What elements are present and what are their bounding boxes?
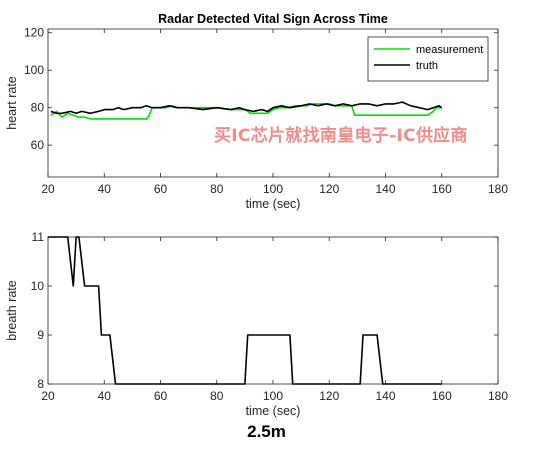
series-line-measurement — [50, 103, 442, 120]
chart-1: 20 40 60 80 100 120 140 160 180 60 80 100 120 Radar D… — [5, 12, 508, 211]
distance-caption: 2.5m — [247, 422, 286, 441]
x-tick-label: 160 — [432, 389, 452, 403]
y-tick-label: 60 — [31, 138, 45, 152]
legend-label-measurement: measurement — [416, 44, 483, 56]
series-line-truth — [50, 101, 443, 115]
plot-area — [47, 236, 499, 385]
watermark-text: 买IC芯片就找南皇电子-IC供应商 — [214, 126, 468, 146]
x-axis-label: time (sec) — [246, 197, 301, 211]
x-tick-label: 140 — [375, 389, 395, 403]
x-tick-label: 140 — [375, 182, 395, 196]
y-tick-label: 120 — [24, 26, 44, 40]
x-tick-label: 40 — [98, 182, 112, 196]
chart-2: 20 40 60 80 100 120 140 160 180 8 9 10 11 time (sec) b… — [5, 230, 508, 418]
x-tick-label: 120 — [319, 182, 339, 196]
y-tick-label: 9 — [37, 328, 44, 342]
x-tick-label: 80 — [210, 182, 224, 196]
x-tick-label: 60 — [154, 389, 168, 403]
series-line-series-1 — [48, 236, 442, 385]
y-axis-label: breath rate — [5, 280, 19, 341]
x-tick-label: 100 — [263, 182, 283, 196]
x-tick-label: 180 — [488, 182, 508, 196]
x-axis-label: time (sec) — [246, 404, 301, 418]
x-tick-label: 80 — [210, 389, 224, 403]
y-tick-label: 10 — [31, 279, 45, 293]
legend-box — [367, 36, 489, 82]
chart-title: Radar Detected Vital Sign Across Time — [158, 12, 388, 26]
x-tick-label: 40 — [98, 389, 112, 403]
x-tick-label: 120 — [319, 389, 339, 403]
x-tick-label: 160 — [432, 182, 452, 196]
x-tick-label: 20 — [41, 182, 55, 196]
x-tick-label: 180 — [488, 389, 508, 403]
y-axis-label: heart rate — [5, 76, 19, 130]
y-tick-label: 11 — [32, 230, 45, 244]
x-tick-label: 60 — [154, 182, 168, 196]
y-tick-label: 100 — [24, 63, 44, 77]
y-tick-label: 80 — [31, 101, 45, 115]
legend: measurement truth — [367, 36, 489, 82]
y-tick-label: 8 — [37, 377, 44, 391]
x-tick-label: 20 — [41, 389, 55, 403]
x-tick-label: 100 — [263, 389, 283, 403]
legend-label-truth: truth — [416, 60, 438, 72]
